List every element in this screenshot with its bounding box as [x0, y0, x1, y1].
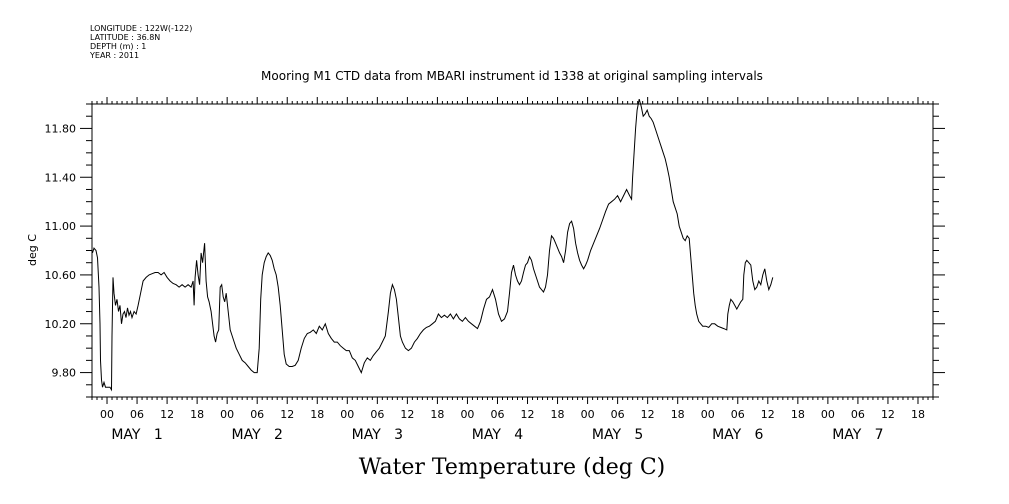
x-tick-label: 18 [310, 408, 324, 421]
latitude-label: LATITUDE : 36.8N [90, 33, 160, 42]
water-temperature-line [92, 98, 774, 392]
x-tick-label: 18 [671, 408, 685, 421]
x-tick-label: 00 [460, 408, 474, 421]
x-tick-label: 12 [641, 408, 655, 421]
x-tick-label: 00 [701, 408, 715, 421]
x-tick-label: 00 [340, 408, 354, 421]
x-tick-label: 06 [370, 408, 384, 421]
day-label: MAY 3 [352, 427, 403, 443]
x-tick-label: 12 [881, 408, 895, 421]
y-tick-label: 11.40 [45, 171, 77, 184]
x-tick-label: 12 [280, 408, 294, 421]
x-tick-label: 12 [521, 408, 535, 421]
day-label: MAY 7 [832, 427, 883, 443]
x-tick-label: 06 [490, 408, 504, 421]
axis-ticks [80, 97, 945, 404]
x-axis-label: Water Temperature (deg C) [359, 455, 666, 480]
y-axis-label: deg C [26, 234, 39, 266]
y-tick-label: 11.80 [45, 122, 77, 135]
x-tick-label: 18 [551, 408, 565, 421]
x-tick-label: 18 [430, 408, 444, 421]
depth-label: DEPTH (m) : 1 [90, 42, 146, 51]
x-tick-label: 12 [160, 408, 174, 421]
y-tick-label: 10.60 [45, 269, 77, 282]
x-tick-label: 06 [731, 408, 745, 421]
day-labels: MAY 1 MAY 2 MAY 3 MAY 4 MAY 5 MAY 6 MAY 7 [111, 427, 883, 443]
day-label: MAY 6 [712, 427, 763, 443]
longitude-label: LONGITUDE : 122W(-122) [90, 24, 192, 33]
x-tick-label: 18 [190, 408, 204, 421]
y-tick-label: 10.20 [45, 318, 77, 331]
x-tick-label: 18 [791, 408, 805, 421]
x-tick-label: 00 [220, 408, 234, 421]
y-tick-label: 9.80 [52, 367, 77, 380]
y-tick-label: 11.00 [45, 220, 77, 233]
x-tick-label: 06 [851, 408, 865, 421]
x-tick-label: 00 [821, 408, 835, 421]
x-tick-label: 12 [761, 408, 775, 421]
x-tick-label: 06 [250, 408, 264, 421]
x-tick-labels: 00 06 12 18 00 06 12 18 00 06 12 18 00 06 12 18 00 06 12 18… [100, 408, 925, 421]
x-tick-label: 00 [581, 408, 595, 421]
x-tick-label: 06 [611, 408, 625, 421]
day-label: MAY 4 [472, 427, 523, 443]
chart-title: Mooring M1 CTD data from MBARI instrumen… [261, 69, 763, 83]
x-tick-label: 06 [130, 408, 144, 421]
x-tick-label: 12 [400, 408, 414, 421]
day-label: MAY 5 [592, 427, 643, 443]
year-label: YEAR : 2011 [89, 51, 139, 60]
x-tick-label: 00 [100, 408, 114, 421]
y-tick-labels: 9.80 10.20 10.60 11.00 11.40 11.80 [45, 122, 77, 379]
x-tick-label: 18 [911, 408, 925, 421]
day-label: MAY 1 [111, 427, 162, 443]
day-label: MAY 2 [232, 427, 283, 443]
plot-frame [91, 103, 934, 398]
